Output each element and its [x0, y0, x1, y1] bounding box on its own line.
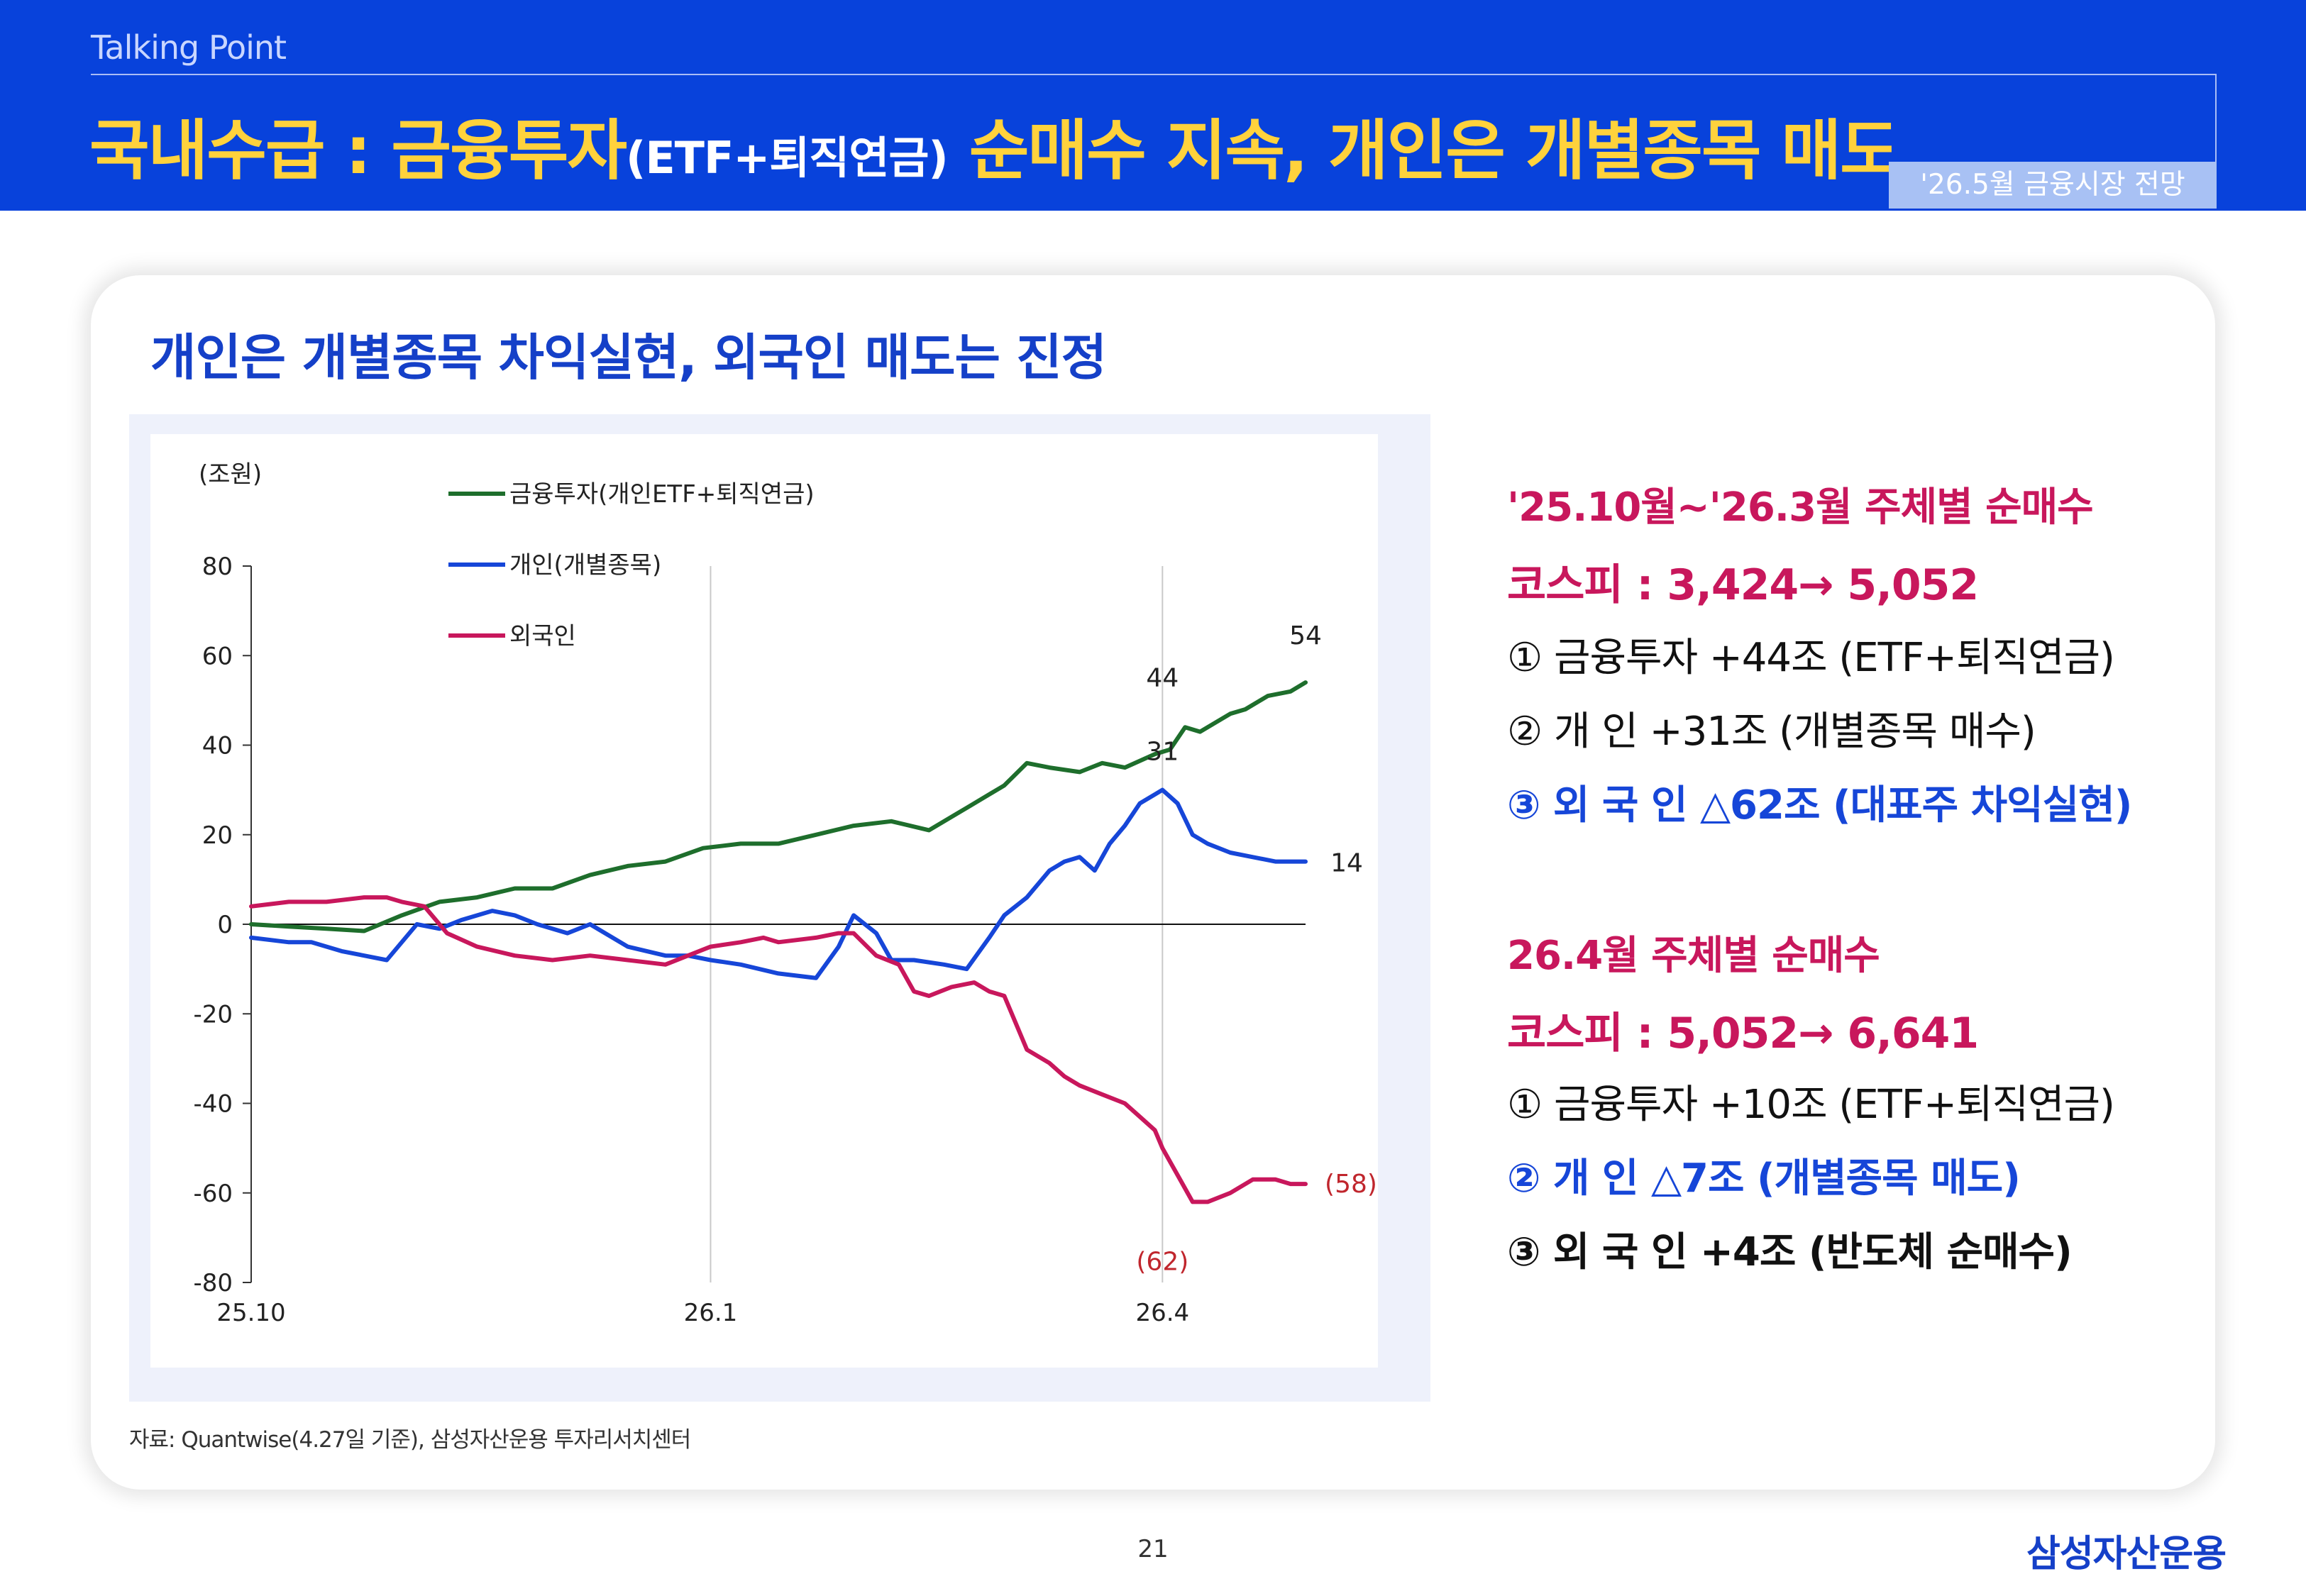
report-badge: '26.5월 금융시장 전망 [1889, 162, 2217, 209]
header-rule-right [2215, 74, 2217, 163]
note-block2-item3: ③ 외 국 인 +4조 (반도체 순매수) [1507, 1229, 2073, 1275]
y-tick-label: -60 [193, 1180, 233, 1208]
header-bar: Talking Point 국내수급 : 금융투자(ETF+퇴직연금) 순매수 … [0, 0, 2306, 211]
x-tick-label: 26.4 [1135, 1299, 1189, 1327]
y-tick-label: 60 [202, 642, 233, 670]
note-block2-item1: ① 금융투자 +10조 (ETF+퇴직연금) [1507, 1082, 2115, 1128]
y-tick-label: -20 [193, 1000, 233, 1029]
source-note: 자료: Quantwise(4.27일 기준), 삼성자산운용 투자리서치센터 [129, 1427, 691, 1453]
page-number: 21 [1137, 1535, 1169, 1563]
y-unit-label: (조원) [199, 460, 262, 489]
y-tick-label: -40 [193, 1090, 233, 1119]
data-label: 44 [1146, 663, 1179, 692]
note-block1-item3: ③ 외 국 인 △62조 (대표주 차익실현) [1507, 782, 2132, 829]
header-rule [91, 74, 2217, 75]
note-block1-item1: ① 금융투자 +44조 (ETF+퇴직연금) [1507, 635, 2115, 681]
data-label: (62) [1136, 1247, 1188, 1276]
page-title-paren: (ETF+퇴직연금) [625, 132, 949, 184]
y-tick-label: -80 [193, 1269, 233, 1297]
page-title-main: 국내수급 : 금융투자 [89, 113, 627, 189]
note-block2-item2: ② 개 인 △7조 (개별종목 매도) [1507, 1156, 2021, 1202]
note-block1-kospi: 코스피 : 3,424→ 5,052 [1507, 560, 1979, 610]
card-title: 개인은 개별종목 차익실현, 외국인 매도는 진정 [150, 328, 1107, 387]
series-line-0 [249, 680, 1308, 933]
note-block2-kospi: 코스피 : 5,052→ 6,641 [1507, 1009, 1979, 1058]
y-tick-label: 0 [217, 911, 233, 939]
page-title: 국내수급 : 금융투자(ETF+퇴직연금) 순매수 지속, 개인은 개별종목 매… [89, 98, 1900, 192]
y-tick-label: 40 [202, 732, 233, 760]
chart-panel: (조원) 80 60 40 20 0 -20 -40 -60 -80 25.10 26.1 26.4 금융… [150, 434, 1378, 1368]
legend-label: 개인(개별종목) [509, 551, 661, 580]
data-label: (58) [1325, 1170, 1377, 1199]
legend-label: 금융투자(개인ETF+퇴직연금) [509, 480, 815, 509]
data-label: 14 [1330, 849, 1363, 878]
company-logo: 삼성자산운용 [2026, 1533, 2227, 1575]
x-tick-label: 26.1 [684, 1299, 738, 1327]
data-label: 54 [1289, 621, 1322, 650]
y-tick-label: 20 [202, 821, 233, 850]
legend-label: 외국인 [509, 622, 576, 650]
note-block1-item2: ② 개 인 +31조 (개별종목 매수) [1507, 709, 2036, 755]
x-tick-label: 25.10 [216, 1299, 285, 1327]
series-line-2 [249, 895, 1308, 1204]
data-label: 31 [1146, 737, 1179, 766]
note-block2-title: 26.4월 주체별 순매수 [1507, 933, 1880, 979]
y-tick-label: 80 [202, 553, 233, 581]
page-title-rest: 순매수 지속, 개인은 개별종목 매도 [947, 113, 1900, 189]
series-line-1 [249, 787, 1308, 980]
section-label: Talking Point [91, 28, 287, 67]
note-block1-title: '25.10월~'26.3월 주체별 순매수 [1507, 484, 2094, 531]
